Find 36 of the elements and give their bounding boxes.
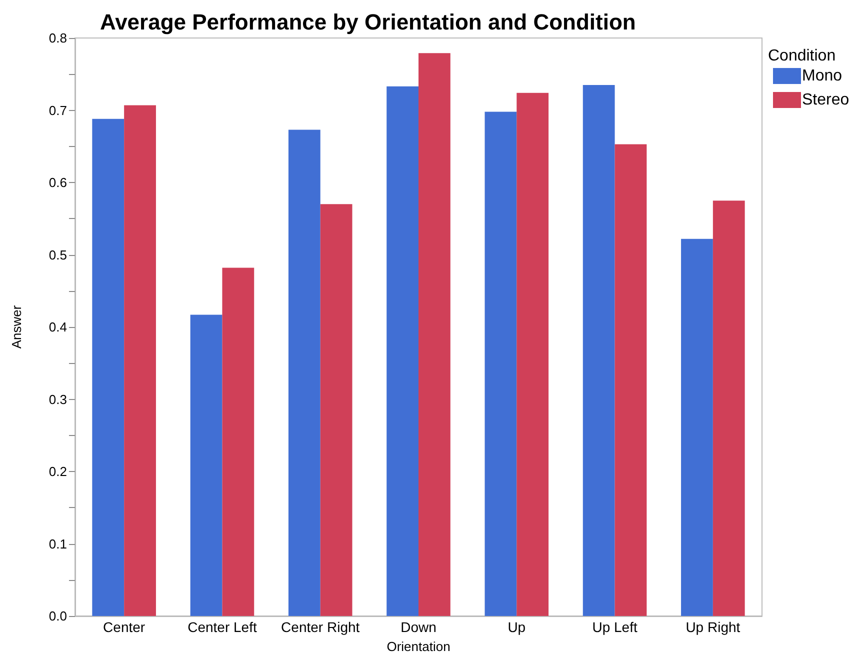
y-tick-label: 0.6	[48, 175, 67, 190]
bar	[222, 268, 254, 616]
bar	[484, 112, 517, 616]
y-tick-label: 0.1	[48, 536, 67, 552]
bar	[681, 238, 713, 616]
bar	[516, 92, 549, 616]
chart-title: Average Performance by Orientation and Condition	[100, 10, 636, 34]
x-tick-label: Up Left	[592, 619, 638, 635]
y-tick-label: 0.5	[48, 247, 67, 262]
y-tick-label: 0.7	[48, 102, 67, 118]
y-tick-label: 0.2	[48, 464, 67, 479]
x-tick-label: Center Left	[188, 619, 257, 635]
x-axis-title: Orientation	[386, 639, 450, 654]
y-axis-title: Answer	[9, 304, 24, 349]
y-tick-label: 0.3	[48, 392, 67, 407]
bar	[92, 118, 124, 616]
bar	[320, 204, 352, 616]
bar	[288, 130, 320, 616]
y-tick-label: 0.4	[48, 320, 67, 334]
x-tick-label: Up Right	[686, 619, 740, 635]
legend-label: Mono	[802, 68, 842, 84]
bar	[190, 314, 222, 616]
bar	[386, 86, 418, 616]
legend-title: Condition	[768, 48, 836, 64]
bar	[712, 200, 745, 616]
y-tick-label: 0.8	[48, 30, 67, 46]
x-tick-label: Center	[103, 619, 146, 635]
bar	[582, 84, 615, 616]
bar	[124, 105, 156, 616]
x-tick-label: Down	[400, 619, 436, 635]
legend-label: Stereo	[802, 92, 850, 108]
bar	[418, 53, 450, 616]
y-tick-label: 0.0	[48, 608, 67, 624]
bar	[614, 144, 647, 616]
x-tick-label: Up	[508, 619, 526, 635]
x-tick-label: Center Right	[281, 619, 360, 635]
